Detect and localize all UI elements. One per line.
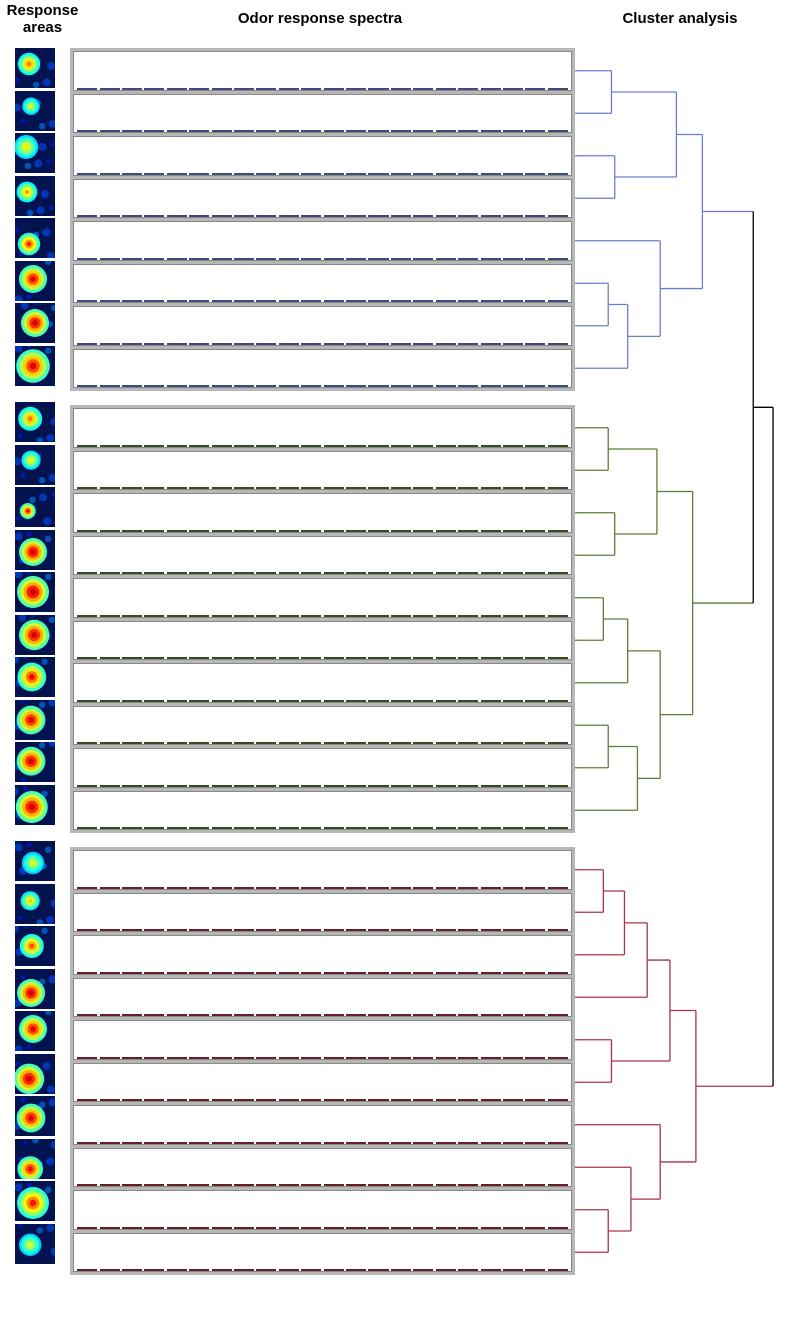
response-area-thumb [15, 742, 55, 782]
spectrum-row [73, 51, 572, 91]
response-area-thumb [15, 700, 55, 740]
spectrum-row [73, 621, 572, 661]
spectrum-row [73, 791, 572, 831]
spectrum-row [73, 221, 572, 261]
spectrum-row [73, 1233, 572, 1273]
thumb-block [15, 48, 55, 388]
spectrum-row [73, 663, 572, 703]
spectrum-row [73, 578, 572, 618]
response-area-thumb [15, 133, 55, 173]
spectrum-row [73, 536, 572, 576]
response-area-thumb [15, 218, 55, 258]
response-area-thumb [15, 884, 55, 924]
response-area-thumb [15, 530, 55, 570]
spectrum-row [73, 408, 572, 448]
response-area-thumb [15, 445, 55, 485]
response-area-thumb [15, 48, 55, 88]
response-area-thumb [15, 841, 55, 881]
spectrum-row [73, 935, 572, 975]
spectrum-row [73, 893, 572, 933]
header-odor-response-spectra: Odor response spectra [130, 10, 510, 27]
response-area-thumb [15, 785, 55, 825]
response-area-thumb [15, 303, 55, 343]
response-area-thumb [15, 402, 55, 442]
response-area-thumb [15, 1139, 55, 1179]
header-cluster-analysis: Cluster analysis [585, 10, 775, 27]
response-area-thumb [15, 1054, 55, 1094]
spectrum-row [73, 264, 572, 304]
spectrum-row [73, 748, 572, 788]
spectrum-row [73, 306, 572, 346]
spectra-block [70, 405, 575, 833]
spectrum-row [73, 451, 572, 491]
spectrum-row [73, 1105, 572, 1145]
response-area-thumb [15, 261, 55, 301]
spectra-block [70, 847, 575, 1275]
response-area-thumb [15, 926, 55, 966]
response-area-thumb [15, 969, 55, 1009]
response-area-thumb [15, 346, 55, 386]
dendrogram [575, 48, 785, 1275]
spectrum-row [73, 850, 572, 890]
spectrum-row [73, 94, 572, 134]
response-area-thumb [15, 615, 55, 655]
main-panel [0, 48, 785, 1327]
spectrum-row [73, 493, 572, 533]
spectrum-row [73, 978, 572, 1018]
spectrum-row [73, 706, 572, 746]
spectrum-row [73, 349, 572, 389]
spectrum-row [73, 1190, 572, 1230]
response-area-thumb [15, 1224, 55, 1264]
response-area-thumb [15, 487, 55, 527]
headers: Response areas Odor response spectra Clu… [0, 0, 785, 48]
figure: Response areas Odor response spectra Clu… [0, 0, 785, 1327]
spectrum-row [73, 1020, 572, 1060]
response-area-thumb [15, 572, 55, 612]
spectrum-row [73, 136, 572, 176]
odor-spectra-column [70, 48, 575, 1327]
response-area-thumb [15, 1096, 55, 1136]
spectrum-row [73, 179, 572, 219]
spectrum-row [73, 1148, 572, 1188]
response-area-thumb [15, 1181, 55, 1221]
response-area-thumb [15, 1011, 55, 1051]
spectra-block [70, 48, 575, 391]
response-areas-column [0, 48, 70, 1327]
header-response-areas: Response areas [0, 2, 85, 36]
thumb-block [15, 841, 55, 1266]
response-area-thumb [15, 657, 55, 697]
dendrogram-column [575, 48, 785, 1327]
response-area-thumb [15, 176, 55, 216]
response-area-thumb [15, 91, 55, 131]
spectrum-row [73, 1063, 572, 1103]
thumb-block [15, 402, 55, 827]
